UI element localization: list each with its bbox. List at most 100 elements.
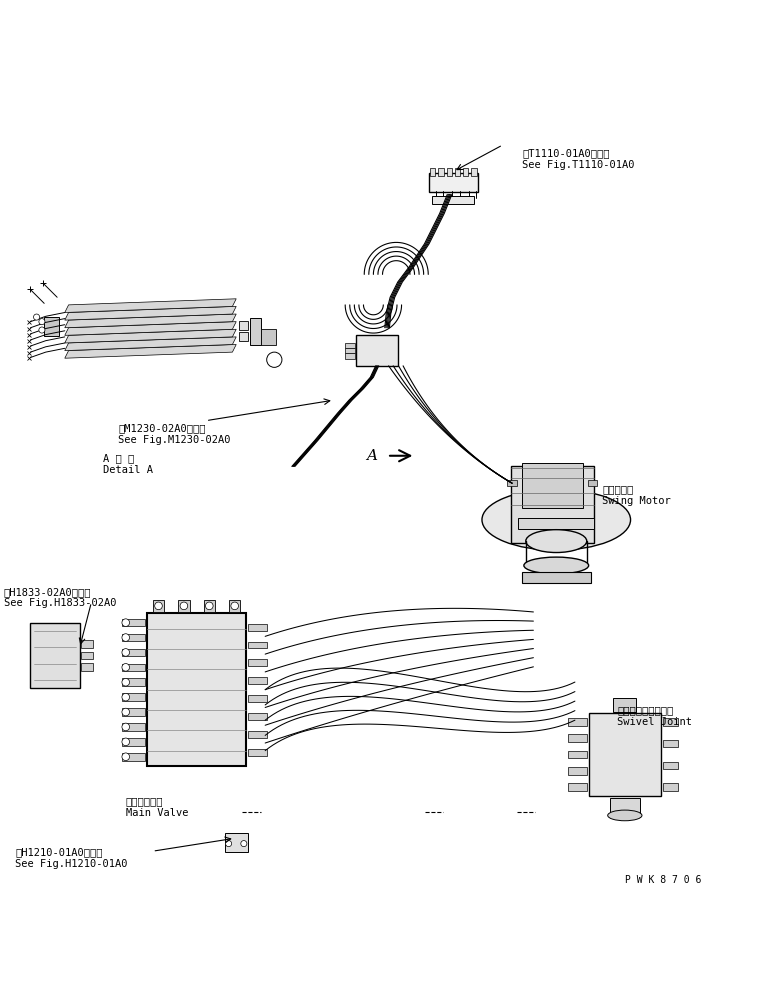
- Bar: [122, 664, 145, 671]
- Bar: [122, 634, 145, 642]
- Circle shape: [39, 319, 45, 325]
- Text: A: A: [367, 449, 377, 463]
- Bar: [248, 677, 267, 684]
- Bar: [662, 739, 678, 747]
- Circle shape: [122, 619, 130, 627]
- Bar: [610, 799, 640, 817]
- Bar: [152, 601, 165, 612]
- Circle shape: [122, 708, 130, 716]
- Bar: [588, 712, 661, 797]
- Circle shape: [122, 723, 130, 730]
- Bar: [229, 601, 241, 612]
- Circle shape: [122, 678, 130, 686]
- Bar: [518, 518, 594, 529]
- Bar: [511, 467, 594, 542]
- Bar: [430, 168, 436, 176]
- Polygon shape: [65, 344, 236, 358]
- Bar: [588, 480, 597, 486]
- Polygon shape: [65, 337, 236, 351]
- Bar: [568, 750, 587, 759]
- Bar: [433, 196, 474, 203]
- Bar: [239, 321, 248, 330]
- Bar: [203, 601, 215, 612]
- Bar: [122, 649, 145, 656]
- Circle shape: [122, 664, 130, 671]
- Bar: [248, 731, 267, 737]
- Circle shape: [226, 841, 232, 847]
- Text: 第H1833-02A0図参照
See Fig.H1833-02A0: 第H1833-02A0図参照 See Fig.H1833-02A0: [4, 586, 117, 609]
- Bar: [447, 168, 452, 176]
- Bar: [568, 718, 587, 725]
- Text: 第H1210-01A0図参照
See Fig.H1210-01A0: 第H1210-01A0図参照 See Fig.H1210-01A0: [15, 847, 128, 869]
- Bar: [147, 614, 246, 766]
- Text: P W K 8 7 0 6: P W K 8 7 0 6: [625, 875, 701, 885]
- Ellipse shape: [482, 489, 630, 550]
- Bar: [613, 698, 636, 712]
- Circle shape: [206, 602, 213, 610]
- Bar: [239, 332, 248, 341]
- Bar: [44, 317, 59, 336]
- Bar: [81, 652, 93, 659]
- Bar: [455, 168, 460, 176]
- Circle shape: [231, 602, 239, 610]
- Circle shape: [122, 634, 130, 642]
- Bar: [122, 678, 145, 686]
- Bar: [662, 784, 678, 791]
- Bar: [81, 640, 93, 648]
- Bar: [471, 168, 477, 176]
- Bar: [248, 713, 267, 720]
- Bar: [507, 480, 517, 486]
- Bar: [248, 660, 267, 666]
- Text: A 詳 細
Detail A: A 詳 細 Detail A: [103, 454, 153, 475]
- Polygon shape: [65, 307, 236, 320]
- Bar: [81, 663, 93, 671]
- Polygon shape: [65, 322, 236, 335]
- Bar: [122, 708, 145, 716]
- Text: メインバルブ
Main Valve: メインバルブ Main Valve: [126, 797, 188, 818]
- Circle shape: [180, 602, 187, 610]
- Text: 第T1110-01A0図参照
See Fig.T1110-01A0: 第T1110-01A0図参照 See Fig.T1110-01A0: [522, 149, 635, 170]
- Bar: [568, 734, 587, 741]
- Bar: [568, 784, 587, 791]
- Bar: [248, 748, 267, 756]
- Circle shape: [267, 352, 282, 367]
- Circle shape: [122, 649, 130, 656]
- Bar: [662, 762, 678, 770]
- Polygon shape: [65, 299, 236, 313]
- Bar: [344, 353, 355, 358]
- Bar: [261, 329, 276, 344]
- Bar: [344, 343, 355, 348]
- Bar: [428, 173, 479, 192]
- Text: 第M1230-02A0図参照
See Fig.M1230-02A0: 第M1230-02A0図参照 See Fig.M1230-02A0: [118, 423, 231, 445]
- Bar: [356, 335, 398, 366]
- Bar: [248, 695, 267, 702]
- Bar: [522, 572, 591, 583]
- Bar: [344, 348, 355, 353]
- Polygon shape: [65, 329, 236, 343]
- Circle shape: [122, 752, 130, 761]
- Bar: [122, 619, 145, 627]
- Bar: [250, 318, 261, 345]
- Bar: [178, 601, 190, 612]
- Ellipse shape: [607, 810, 642, 821]
- Circle shape: [39, 327, 45, 333]
- Circle shape: [155, 602, 162, 610]
- Bar: [225, 833, 248, 852]
- Bar: [463, 168, 469, 176]
- Bar: [122, 693, 145, 701]
- Bar: [438, 168, 443, 176]
- Circle shape: [122, 693, 130, 701]
- Ellipse shape: [526, 530, 587, 552]
- Circle shape: [34, 314, 40, 320]
- Bar: [122, 752, 145, 761]
- Bar: [522, 463, 583, 508]
- Bar: [662, 718, 678, 725]
- Circle shape: [241, 841, 247, 847]
- Bar: [568, 767, 587, 775]
- Bar: [248, 624, 267, 631]
- Polygon shape: [65, 314, 236, 328]
- Circle shape: [122, 738, 130, 745]
- Bar: [30, 623, 79, 688]
- Ellipse shape: [524, 557, 588, 573]
- Bar: [122, 723, 145, 730]
